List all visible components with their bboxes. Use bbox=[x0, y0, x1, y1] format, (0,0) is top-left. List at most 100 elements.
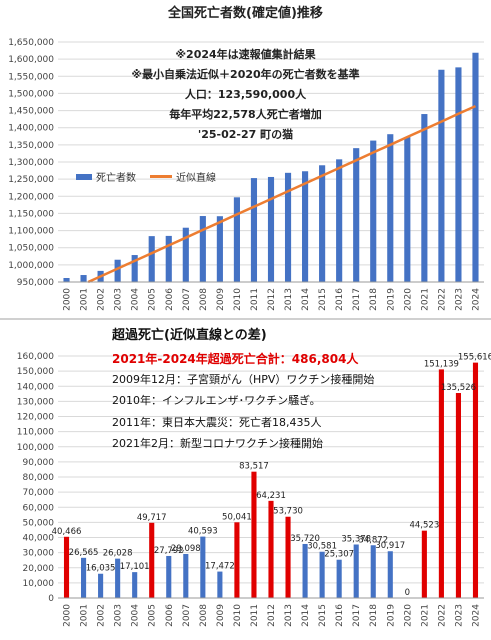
bottom-data-label: 17,101 bbox=[120, 562, 150, 572]
top-x-tick-label: 2021 bbox=[420, 288, 430, 311]
bottom-x-tick-label: 2019 bbox=[386, 604, 396, 627]
top-x-tick-label: 2017 bbox=[352, 288, 362, 311]
bottom-bar bbox=[251, 471, 257, 598]
top-bar bbox=[131, 255, 138, 282]
bottom-y-tick-label: 150,000 bbox=[17, 367, 54, 377]
bottom-x-tick-label: 2023 bbox=[454, 604, 464, 627]
top-y-tick-label: 1,150,000 bbox=[8, 209, 54, 219]
bottom-data-label: 35,720 bbox=[290, 534, 320, 544]
bottom-chart-panel: 0 10,000 20,000 30,000 40,000 50,000 60,000 70,… bbox=[0, 320, 491, 640]
top-bar bbox=[404, 137, 411, 282]
top-note-1: ※2024年は速報値集計結果 bbox=[175, 48, 316, 61]
bottom-x-tick-label: 2017 bbox=[352, 604, 362, 627]
legend-deaths-label: 死亡者数 bbox=[96, 173, 136, 184]
bottom-bar bbox=[115, 558, 121, 598]
bottom-bar bbox=[387, 551, 393, 598]
bottom-x-tick-label: 2008 bbox=[199, 604, 209, 627]
bottom-note-1: 2009年12月：子宮頸がん（HPV）ワクチン接種開始 bbox=[112, 373, 375, 386]
bottom-data-label: 49,717 bbox=[137, 513, 167, 523]
top-y-tick-label: 1,550,000 bbox=[8, 72, 54, 82]
bottom-y-tick-label: 100,000 bbox=[17, 443, 54, 453]
bottom-bar bbox=[285, 516, 291, 598]
bottom-data-label: 40,593 bbox=[188, 527, 218, 537]
bottom-x-tick-label: 2018 bbox=[369, 604, 379, 627]
bottom-y-tick-label: 60,000 bbox=[23, 503, 55, 513]
top-x-tick-label: 2008 bbox=[199, 288, 209, 311]
bottom-data-label: 155,616 bbox=[458, 353, 491, 363]
legend-trend-label: 近似直線 bbox=[176, 173, 216, 184]
top-y-tick-label: 1,250,000 bbox=[8, 175, 54, 185]
bottom-bar bbox=[63, 536, 70, 598]
top-x-tick-label: 2010 bbox=[233, 288, 243, 311]
bottom-bar bbox=[217, 571, 223, 598]
bottom-note-2: 2010年：インフルエンザ･ワクチン騒ぎ。 bbox=[112, 394, 321, 407]
bottom-data-label: 53,730 bbox=[273, 507, 303, 517]
bottom-data-label: 50,041 bbox=[222, 512, 252, 522]
bottom-bar bbox=[370, 545, 376, 598]
bottom-bar bbox=[455, 393, 461, 598]
top-trend-line bbox=[87, 104, 477, 284]
bottom-data-label: 17,472 bbox=[205, 562, 235, 572]
top-x-tick-label: 2014 bbox=[301, 288, 311, 311]
top-chart-panel: 950,000 1,000,000 1,050,000 1,100,000 1,150,… bbox=[0, 0, 491, 318]
top-x-tick-label: 2023 bbox=[454, 288, 464, 311]
top-bar bbox=[216, 216, 223, 282]
bottom-x-tick-label: 2024 bbox=[471, 604, 481, 627]
top-note-5: '25-02-27 町の猫 bbox=[197, 128, 294, 141]
bottom-bar bbox=[166, 555, 172, 598]
bottom-y-tick-label: 130,000 bbox=[17, 397, 54, 407]
top-x-tick-label: 2020 bbox=[403, 288, 413, 311]
top-bar bbox=[80, 275, 87, 282]
top-bar bbox=[319, 165, 326, 282]
bottom-y-tick-label: 70,000 bbox=[23, 488, 55, 498]
top-x-tick-label: 2013 bbox=[284, 288, 294, 311]
bottom-data-label: 0 bbox=[405, 588, 410, 598]
bottom-x-tick-label: 2000 bbox=[63, 604, 73, 627]
bottom-data-label: 30,917 bbox=[375, 541, 405, 551]
bottom-x-tick-label: 2022 bbox=[437, 604, 447, 627]
top-bar bbox=[250, 178, 258, 282]
bottom-note-3: 2011年：東日本大震災：死亡者18,435人 bbox=[112, 416, 322, 429]
top-bar bbox=[233, 197, 240, 282]
top-bar bbox=[472, 52, 479, 283]
top-x-tick-label: 2024 bbox=[471, 288, 481, 311]
bottom-bar bbox=[81, 557, 87, 598]
bottom-x-tick-label: 2001 bbox=[80, 604, 90, 627]
top-x-tick-label: 2004 bbox=[131, 288, 141, 311]
top-bar bbox=[165, 235, 172, 282]
top-bar bbox=[63, 278, 70, 282]
top-bar bbox=[336, 159, 343, 282]
bottom-bar bbox=[200, 536, 206, 598]
bottom-x-tick-label: 2009 bbox=[216, 604, 226, 627]
top-x-tick-label: 2000 bbox=[63, 288, 73, 311]
bottom-bar bbox=[234, 522, 240, 598]
top-bar bbox=[455, 67, 462, 283]
top-bar bbox=[370, 140, 377, 282]
top-chart-title: 全国死亡者数(確定値)推移 bbox=[168, 6, 323, 21]
top-bar bbox=[302, 171, 309, 282]
bottom-chart: 0 10,000 20,000 30,000 40,000 50,000 60,000 70,… bbox=[17, 352, 491, 627]
top-y-tick-label: 1,050,000 bbox=[8, 244, 54, 254]
bottom-data-label: 29,098 bbox=[171, 544, 201, 554]
bottom-x-tick-label: 2007 bbox=[182, 604, 192, 627]
top-x-tick-label: 2005 bbox=[148, 288, 158, 311]
top-x-tick-label: 2018 bbox=[369, 288, 379, 311]
bottom-note-4: 2021年2月：新型コロナワクチン接種開始 bbox=[112, 437, 323, 450]
bottom-x-tick-label: 2012 bbox=[267, 604, 277, 627]
panel-divider bbox=[0, 318, 491, 320]
bottom-bar bbox=[353, 544, 359, 598]
bottom-x-tick-label: 2021 bbox=[420, 604, 430, 627]
bottom-y-tick-label: 0 bbox=[48, 594, 54, 604]
top-note-3: 人口：123,590,000人 bbox=[184, 88, 307, 101]
top-x-tick-label: 2011 bbox=[250, 288, 260, 311]
bottom-data-label: 44,523 bbox=[409, 521, 439, 531]
top-bar bbox=[387, 134, 394, 282]
bottom-data-label: 16,035 bbox=[86, 564, 116, 574]
bottom-y-tick-label: 80,000 bbox=[23, 473, 55, 483]
top-x-tick-label: 2003 bbox=[114, 288, 124, 311]
top-bar bbox=[148, 236, 155, 282]
bottom-bar bbox=[438, 369, 444, 598]
bottom-y-tick-label: 10,000 bbox=[23, 579, 55, 589]
top-x-tick-label: 2016 bbox=[335, 288, 345, 311]
bottom-data-label: 64,231 bbox=[256, 491, 286, 501]
